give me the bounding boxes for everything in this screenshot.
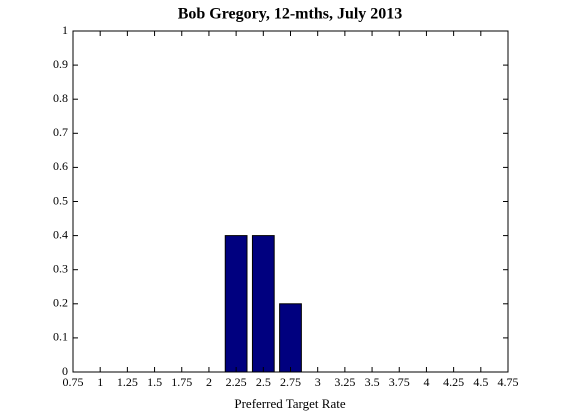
x-tick-label: 3.5 xyxy=(365,375,380,389)
x-tick-label: 4.5 xyxy=(473,375,488,389)
x-tick-label: 1 xyxy=(97,375,103,389)
x-tick-label: 1.5 xyxy=(147,375,162,389)
x-tick-label: 1.75 xyxy=(171,375,192,389)
x-tick-label: 3.25 xyxy=(334,375,355,389)
x-tick-label: 4.25 xyxy=(443,375,464,389)
y-tick-label: 1 xyxy=(62,23,68,37)
x-tick-label: 2.75 xyxy=(280,375,301,389)
y-tick-label: 0.1 xyxy=(53,330,68,344)
y-tick-label: 0.9 xyxy=(53,57,68,71)
y-tick-label: 0.2 xyxy=(53,296,68,310)
x-tick-label: 2.25 xyxy=(226,375,247,389)
y-tick-label: 0.5 xyxy=(53,193,68,207)
y-tick-label: 0 xyxy=(62,364,68,378)
bar xyxy=(224,235,248,373)
y-tick-label: 0.8 xyxy=(53,91,68,105)
x-tick-label: 2 xyxy=(206,375,212,389)
bar xyxy=(251,235,275,373)
bar xyxy=(279,303,302,373)
x-tick-label: 1.25 xyxy=(117,375,138,389)
y-tick-label: 0.6 xyxy=(53,159,68,173)
x-tick-label: 0.75 xyxy=(63,375,84,389)
chart-title: Bob Gregory, 12-mths, July 2013 xyxy=(178,6,403,23)
y-tick-label: 0.7 xyxy=(53,125,68,139)
x-tick-label: 4 xyxy=(423,375,429,389)
x-axis-label: Preferred Target Rate xyxy=(234,396,345,411)
x-tick-label: 3.75 xyxy=(389,375,410,389)
y-tick-label: 0.4 xyxy=(53,227,68,241)
x-tick-label: 4.75 xyxy=(498,375,519,389)
y-tick-label: 0.3 xyxy=(53,261,68,275)
x-tick-label: 3 xyxy=(315,375,321,389)
x-tick-label: 2.5 xyxy=(256,375,271,389)
